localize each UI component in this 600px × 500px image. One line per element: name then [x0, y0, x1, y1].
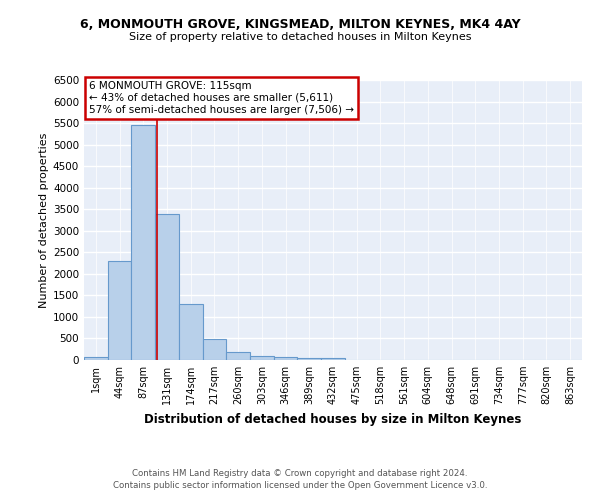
Bar [179, 304, 203, 360]
Text: 6 MONMOUTH GROVE: 115sqm
← 43% of detached houses are smaller (5,611)
57% of sem: 6 MONMOUTH GROVE: 115sqm ← 43% of detach… [89, 82, 354, 114]
Bar [250, 356, 274, 360]
Text: Contains HM Land Registry data © Crown copyright and database right 2024.
Contai: Contains HM Land Registry data © Crown c… [113, 468, 487, 490]
Text: 6, MONMOUTH GROVE, KINGSMEAD, MILTON KEYNES, MK4 4AY: 6, MONMOUTH GROVE, KINGSMEAD, MILTON KEY… [80, 18, 520, 30]
Bar [131, 125, 155, 360]
Bar [203, 340, 226, 360]
Bar [321, 358, 345, 360]
Bar [108, 261, 131, 360]
Bar [226, 352, 250, 360]
Bar [274, 357, 298, 360]
Y-axis label: Number of detached properties: Number of detached properties [39, 132, 49, 308]
X-axis label: Distribution of detached houses by size in Milton Keynes: Distribution of detached houses by size … [145, 412, 521, 426]
Bar [298, 358, 321, 360]
Bar [84, 357, 108, 360]
Bar [155, 214, 179, 360]
Text: Size of property relative to detached houses in Milton Keynes: Size of property relative to detached ho… [129, 32, 471, 42]
